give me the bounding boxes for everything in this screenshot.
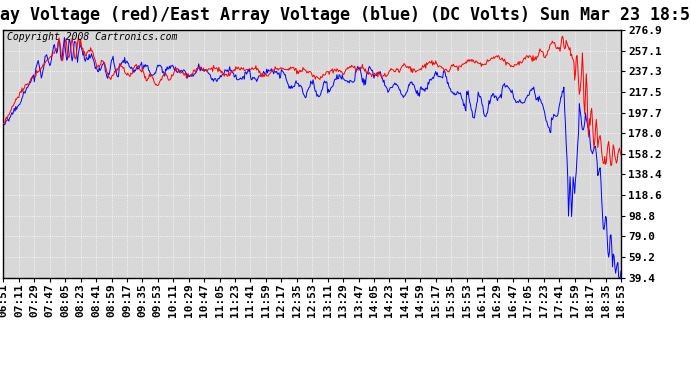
Text: West Array Voltage (red)/East Array Voltage (blue) (DC Volts) Sun Mar 23 18:58: West Array Voltage (red)/East Array Volt… <box>0 6 690 24</box>
Text: Copyright 2008 Cartronics.com: Copyright 2008 Cartronics.com <box>6 33 177 42</box>
